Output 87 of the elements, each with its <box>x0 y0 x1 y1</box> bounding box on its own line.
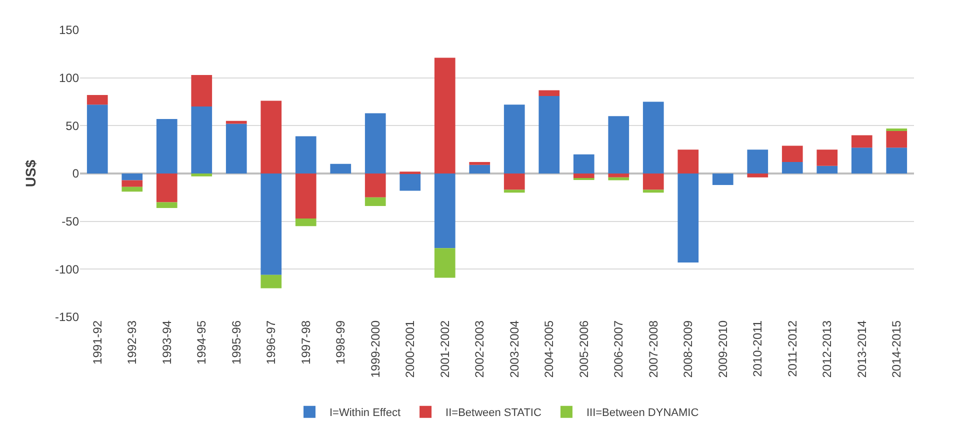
bar <box>504 174 525 190</box>
x-tick-label: 1996-97 <box>264 320 278 364</box>
bar <box>538 96 560 174</box>
x-tick-label: 1994-95 <box>194 320 209 364</box>
x-tick-label: 2006-2007 <box>612 320 626 378</box>
bar <box>364 174 386 198</box>
x-tick-label: 1999-2000 <box>368 320 382 378</box>
y-tick-label: 0 <box>72 166 80 181</box>
bar <box>782 146 803 162</box>
bar <box>747 174 768 178</box>
y-tick-label: 50 <box>66 118 80 133</box>
bar <box>886 148 908 174</box>
x-tick-label: 1995-96 <box>229 320 244 364</box>
y-tick-label: -50 <box>62 214 80 229</box>
bar <box>86 104 108 174</box>
bar <box>226 120 247 124</box>
x-tick-label: 1991-92 <box>90 320 104 364</box>
bar <box>260 100 282 174</box>
bar <box>260 174 282 275</box>
bar <box>816 150 838 166</box>
bar <box>156 174 178 202</box>
y-tick-label: -100 <box>54 262 80 276</box>
bar <box>156 202 178 208</box>
x-tick-label: 2010-2011 <box>750 320 765 377</box>
bar <box>469 164 490 174</box>
bar <box>191 106 212 174</box>
bar <box>642 174 664 190</box>
bar <box>191 74 212 107</box>
y-tick-label: -150 <box>54 310 80 324</box>
x-tick-label: 2014-2015 <box>890 320 904 378</box>
y-axis-title: US$ <box>22 160 39 188</box>
bar <box>400 174 421 191</box>
bar <box>782 162 803 174</box>
bar <box>156 118 178 174</box>
bar <box>747 150 768 174</box>
bar <box>364 197 386 206</box>
y-tick-label: 150 <box>58 23 80 38</box>
bar <box>122 180 143 187</box>
legend-label: II=Between STATIC <box>446 407 542 420</box>
bar <box>642 102 664 174</box>
bar <box>330 164 352 174</box>
bar <box>86 95 108 105</box>
x-tick-label: 2011-2012 <box>785 320 800 377</box>
bar <box>434 58 456 174</box>
bar <box>364 113 386 174</box>
bar <box>295 218 316 226</box>
bar <box>538 90 560 96</box>
x-tick-label: 2009-2010 <box>716 320 730 378</box>
x-tick-label: 2003-2004 <box>507 320 522 378</box>
y-tick-label: 100 <box>58 71 80 86</box>
x-tick-label: 2013-2014 <box>854 320 869 378</box>
bar <box>886 130 908 148</box>
x-tick-label: 2012-2013 <box>820 320 834 378</box>
x-tick-label: 2001-2002 <box>438 320 452 378</box>
bar <box>608 116 630 174</box>
bar <box>226 124 247 174</box>
bar <box>573 174 594 178</box>
bar <box>295 174 316 218</box>
bar <box>608 174 630 178</box>
bar <box>434 248 456 278</box>
bar <box>122 174 143 180</box>
x-tick-label: 2008-2009 <box>681 320 696 378</box>
bar <box>295 136 316 174</box>
x-tick-label: 2004-2005 <box>542 320 556 378</box>
bar <box>851 148 872 174</box>
x-tick-label: 2002-2003 <box>472 320 487 378</box>
x-tick-label: 1992-93 <box>125 320 140 364</box>
bar <box>191 174 212 176</box>
x-tick-label: 2000-2001 <box>403 320 418 378</box>
x-tick-label: 1998-99 <box>334 320 348 364</box>
bar <box>851 135 872 148</box>
bar <box>816 166 838 174</box>
legend-label: III=Between DYNAMIC <box>586 407 699 420</box>
bar <box>678 150 699 174</box>
bar <box>504 104 525 174</box>
bar <box>122 186 143 192</box>
bar <box>712 174 734 185</box>
x-tick-label: 1993-94 <box>160 320 174 364</box>
bar <box>260 274 282 288</box>
x-tick-label: 2005-2006 <box>576 320 591 378</box>
x-tick-label: 2007-2008 <box>646 320 660 378</box>
legend-label: I=Within Effect <box>330 407 401 420</box>
bar <box>678 174 699 262</box>
bar <box>573 154 594 174</box>
bar <box>469 162 490 165</box>
bar <box>434 174 456 248</box>
x-tick-label: 1997-98 <box>298 320 313 364</box>
